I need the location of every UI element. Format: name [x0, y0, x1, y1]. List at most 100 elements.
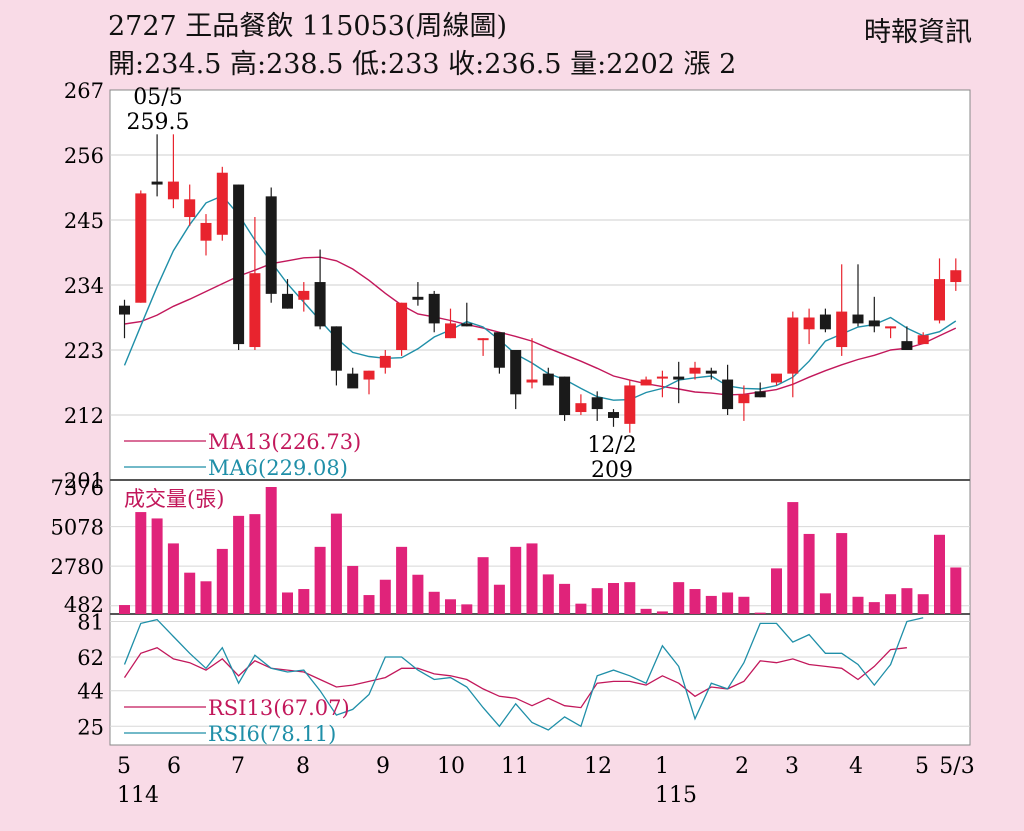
volume-bar — [852, 596, 864, 614]
volume-bar — [787, 502, 799, 614]
rsi6-line — [123, 617, 924, 731]
ma6-legend-label: MA6(229.08) — [208, 456, 348, 480]
candle-body — [461, 323, 473, 327]
volume-bar — [575, 603, 587, 614]
candle-body — [771, 373, 782, 383]
candle-body — [445, 323, 456, 339]
rsi-tick-label: 81 — [77, 610, 104, 634]
volume-bar — [184, 572, 196, 614]
x-tick-label: 8 — [296, 754, 310, 779]
volume-bar — [771, 568, 782, 614]
candle-body — [151, 181, 163, 185]
candle-body — [575, 403, 587, 413]
volume-bar — [705, 595, 717, 614]
volume-bar — [135, 512, 147, 614]
candle-body — [705, 370, 717, 374]
candle-body — [493, 332, 505, 368]
x-tick-label: 1 — [655, 754, 669, 779]
rsi-tick-label: 44 — [77, 680, 104, 704]
volume-bar — [738, 596, 750, 614]
volume-bar — [265, 487, 277, 614]
volume-bar — [493, 584, 505, 614]
volume-bar — [526, 543, 538, 614]
candle-body — [184, 199, 196, 218]
x-tick-label: 2 — [735, 754, 749, 779]
volume-bar — [396, 546, 408, 614]
candle-body — [689, 367, 701, 374]
candle-body — [396, 302, 408, 350]
rsi13-legend-label: RSI13(67.07) — [208, 696, 350, 720]
ma6-line — [123, 194, 957, 401]
ohlc-summary: 開:234.5 高:238.5 低:233 收:236.5 量:2202 漲 2 — [108, 49, 737, 80]
volume-bar — [542, 574, 554, 614]
volume-bar — [379, 579, 391, 614]
candle-body — [119, 305, 130, 315]
volume-bar — [950, 567, 962, 614]
candle-body — [868, 320, 880, 327]
candle-body — [477, 338, 489, 341]
volume-bar — [314, 546, 326, 614]
candle-body — [950, 270, 962, 283]
volume-bar — [656, 611, 668, 614]
candle-body — [428, 293, 440, 324]
volume-bar — [754, 612, 766, 614]
volume-bar — [119, 605, 130, 614]
price-tick-label: 201 — [64, 469, 104, 493]
volume-bar — [803, 533, 815, 614]
price-tick-label: 223 — [64, 339, 104, 363]
x-tick-label: 12 — [584, 754, 612, 779]
price-tick-label: 234 — [64, 274, 104, 298]
candle-body — [216, 172, 228, 235]
volume-bar — [347, 565, 359, 614]
price-tick-label: 212 — [64, 404, 104, 428]
data-source: 時報資訊 — [864, 17, 972, 48]
candle-body — [298, 290, 310, 300]
volume-tick-label: 2780 — [51, 555, 104, 579]
volume-bar — [868, 602, 880, 614]
candle-body — [591, 397, 603, 410]
low-value-annotation: 209 — [591, 458, 633, 483]
candle-body — [656, 376, 668, 379]
candle-body — [754, 391, 766, 398]
candle-body — [347, 373, 359, 389]
candle-body — [249, 273, 261, 348]
candle-body — [363, 370, 375, 380]
price-tick-label: 267 — [64, 79, 104, 103]
candle-body — [917, 335, 929, 345]
volume-bar — [477, 557, 489, 614]
x-tick-label: 10 — [437, 754, 465, 779]
ma13-legend-label: MA13(226.73) — [208, 430, 361, 454]
volume-tick-label: 482 — [64, 593, 104, 617]
volume-bar — [298, 589, 310, 614]
candle-body — [803, 317, 815, 330]
candle-body — [412, 296, 424, 300]
volume-bar — [673, 582, 685, 614]
x-tick-label: 5 — [117, 754, 131, 779]
candle-body — [282, 293, 293, 309]
volume-bar — [282, 592, 293, 614]
volume-bar — [608, 583, 619, 614]
ma13-line — [124, 256, 957, 396]
candle-body — [836, 311, 848, 348]
rsi13-line — [123, 646, 907, 709]
x-year-label: 114 — [117, 783, 159, 808]
candle-body — [559, 376, 571, 415]
x-tick-label: 6 — [167, 754, 181, 779]
candle-body — [200, 222, 212, 241]
volume-bar — [510, 546, 522, 614]
volume-bar — [885, 594, 897, 614]
volume-bar — [836, 533, 848, 614]
candle-body — [787, 317, 799, 374]
x-tick-label: 11 — [501, 754, 529, 779]
candle-body — [379, 355, 391, 368]
candle-body — [135, 193, 147, 303]
candle-body — [314, 282, 326, 327]
volume-bar — [934, 534, 945, 614]
x-tick-label: 3 — [785, 754, 799, 779]
volume-bar — [461, 604, 473, 614]
volume-bar — [722, 592, 734, 614]
x-year-label: 115 — [655, 783, 697, 808]
volume-bars — [119, 487, 962, 614]
x-tick-label: 9 — [376, 754, 390, 779]
